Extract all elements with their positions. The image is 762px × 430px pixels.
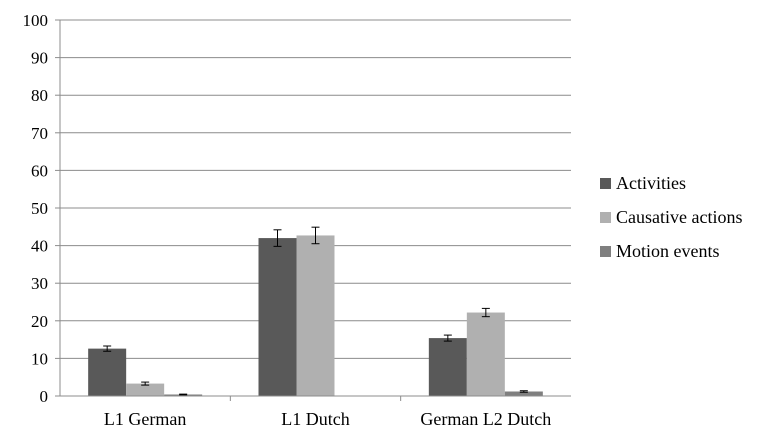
bar-motion-events (504, 391, 543, 396)
legend-label: Activities (616, 173, 686, 193)
legend-label: Motion events (616, 241, 720, 261)
bar-activities (258, 238, 297, 396)
y-tick-label: 70 (31, 124, 48, 143)
bar-causative-actions (126, 383, 165, 396)
y-tick-label: 80 (31, 86, 48, 105)
y-axis-ticks: 0 10 20 30 40 50 60 70 80 90 100 (23, 11, 60, 406)
y-tick-label: 60 (31, 161, 48, 180)
gridlines (60, 19, 571, 359)
category-label: L1 Dutch (281, 409, 349, 429)
y-tick-label: 0 (40, 387, 49, 406)
category-label: L1 German (104, 409, 186, 429)
bar-causative-actions (466, 312, 505, 396)
bars (88, 235, 543, 396)
bar-activities (88, 348, 127, 396)
legend: Activities Causative actions Motion events (600, 173, 742, 261)
legend-swatch (600, 212, 611, 223)
bar-causative-actions (296, 235, 335, 396)
legend-swatch (600, 178, 611, 189)
y-tick-label: 50 (31, 199, 48, 218)
y-tick-label: 100 (23, 11, 49, 30)
axes (59, 20, 571, 401)
legend-label: Causative actions (616, 207, 742, 227)
x-axis-categories: L1 German L1 Dutch German L2 Dutch (104, 409, 551, 429)
y-tick-label: 90 (31, 49, 48, 68)
category-label: German L2 Dutch (420, 409, 551, 429)
bar-activities (428, 338, 467, 396)
y-tick-label: 20 (31, 312, 48, 331)
legend-swatch (600, 246, 611, 257)
y-tick-label: 40 (31, 237, 48, 256)
y-tick-label: 30 (31, 274, 48, 293)
y-tick-label: 10 (31, 349, 48, 368)
error-bars (103, 226, 528, 396)
